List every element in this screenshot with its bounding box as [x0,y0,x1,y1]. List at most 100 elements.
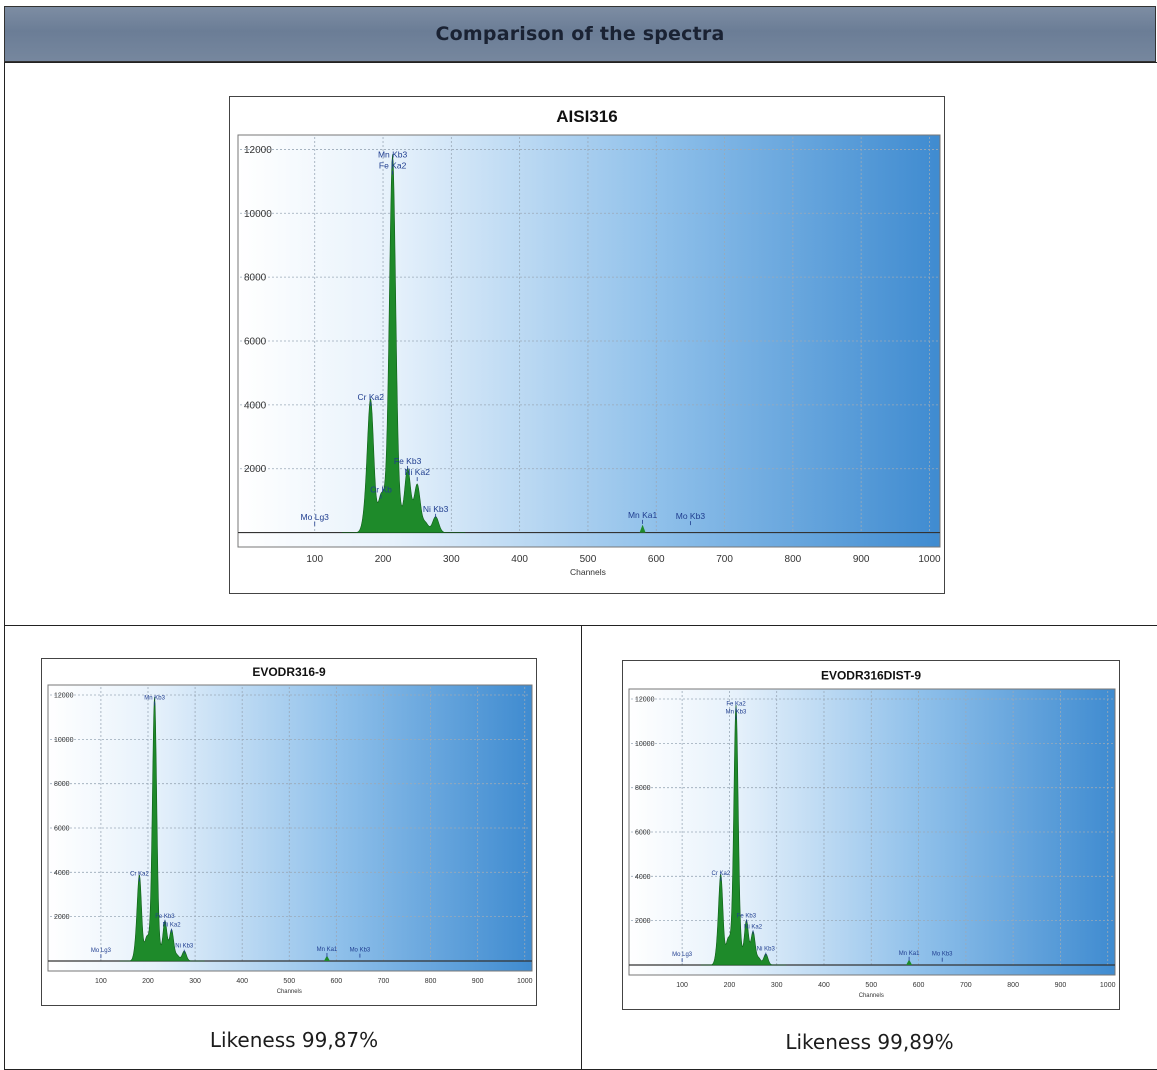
x-tick-label: 200 [375,554,392,565]
x-tick-label: 900 [1055,982,1067,989]
y-tick-label: 12000 [54,692,74,699]
peak-label: Cr Ka2 [358,392,385,402]
peak-label: Mo Lg3 [91,948,112,954]
x-tick-label: 600 [648,554,665,565]
peak-label: Mo Kb3 [932,952,953,958]
x-tick-label: 800 [425,978,437,985]
x-tick-label: 1000 [1100,982,1116,989]
spectrum-peak-minor [906,959,913,965]
peak-label: Mn Ka1 [317,947,338,953]
y-tick-label: 2000 [635,918,651,925]
peak-label: Fe Kb3 [737,913,757,919]
header-bar: Comparison of the spectra [4,6,1156,62]
peak-label: Ni Kb3 [175,944,194,950]
spectrum-chart-main: AISI316 2000 4000 6000 8000 10000 12000 100 200 3… [237,107,941,577]
y-tick-label: 2000 [244,464,267,475]
peak-label: Mo Lg3 [672,952,693,958]
x-tick-label: 700 [716,554,733,565]
chart-title: AISI316 [556,107,617,126]
x-tick-label: 500 [865,982,877,989]
peak-label: Mo Lg3 [301,512,330,522]
y-tick-label: 6000 [244,337,267,348]
left-spectrum-cell: EVODR316-9 2000 4000 6000 8000 10000 12000 100 2… [4,625,584,1070]
peak-label: Ni Ka2 [404,467,430,477]
spectrum-peaks [119,696,205,962]
y-tick-label: 2000 [54,914,70,921]
peak-label: Ni Kb3 [423,504,449,514]
peak-label: Mn Ka1 [899,951,920,957]
peak-label: Ni Ka2 [744,924,763,930]
y-tick-label: 10000 [635,741,655,748]
y-tick-label: 12000 [244,145,272,156]
peak-label: Fe Ka2 [379,161,407,171]
peak-label: Mn Kb3 [726,709,747,715]
x-tick-label: 400 [236,978,248,985]
spectrum-panel-aisi316: AISI316 2000 4000 6000 8000 10000 12000 100 200 3… [229,96,945,594]
x-tick-label: 200 [724,982,736,989]
x-tick-label: 800 [1007,982,1019,989]
x-axis-label: Channels [570,567,606,577]
x-tick-label: 500 [283,978,295,985]
y-tick-label: 8000 [244,273,267,284]
y-tick-label: 10000 [244,209,272,220]
x-tick-label: 200 [142,978,154,985]
y-tick-label: 8000 [54,781,70,788]
x-tick-label: 400 [511,554,528,565]
y-tick-label: 4000 [244,400,267,411]
y-tick-label: 6000 [54,825,70,832]
x-tick-label: 700 [378,978,390,985]
x-axis-label: Channels [859,993,884,999]
peak-label: Ni Ka2 [163,923,182,929]
likeness-right: Likeness 99,89% [785,1030,954,1054]
main-spectrum-cell: AISI316 2000 4000 6000 8000 10000 12000 100 200 3… [4,62,1157,628]
peak-label: Fe Kb3 [394,456,422,466]
x-tick-label: 900 [853,554,870,565]
y-tick-label: 8000 [635,785,651,792]
y-tick-label: 6000 [635,829,651,836]
spectrum-peaks [701,704,787,966]
x-tick-label: 800 [785,554,802,565]
x-tick-label: 600 [913,982,925,989]
peak-label: Ni Kb3 [757,947,776,953]
x-tick-label: 100 [306,554,323,565]
x-tick-label: 400 [818,982,830,989]
spectrum-chart-left: EVODR316-9 2000 4000 6000 8000 10000 12000 100 2… [47,665,533,995]
peak-label: Mn Kb3 [378,149,408,159]
spectrum-peaks [342,154,465,533]
x-tick-label: 600 [331,978,343,985]
y-tick-label: 12000 [635,696,655,703]
x-tick-label: 1000 [517,978,533,985]
peak-label: Cr Kb [370,485,392,495]
y-tick-label: 10000 [54,737,74,744]
page-title: Comparison of the spectra [435,23,725,45]
x-tick-label: 100 [676,982,688,989]
x-tick-label: 300 [771,982,783,989]
peak-label: Mn Kb3 [144,695,165,701]
spectrum-peak-minor [639,524,646,533]
y-tick-label: 4000 [54,870,70,877]
peak-label: Cr Ka2 [712,871,731,877]
x-tick-label: 100 [95,978,107,985]
likeness-left: Likeness 99,87% [209,1028,379,1052]
x-axis-label: Channels [277,989,302,995]
x-tick-label: 900 [472,978,484,985]
peak-label: Mn Ka1 [628,510,658,520]
right-spectrum-cell: EVODR316DIST-9 2000 4000 6000 8000 10000 12000… [581,625,1157,1070]
x-tick-label: 300 [443,554,460,565]
x-tick-label: 1000 [918,554,941,565]
peak-label: Mo Kb3 [350,948,371,954]
spectrum-chart-right: EVODR316DIST-9 2000 4000 6000 8000 10000 12000… [628,668,1116,999]
spectrum-peak-minor [323,955,330,961]
peak-label: Fe Kb3 [155,914,175,920]
x-tick-label: 700 [960,982,972,989]
chart-title: EVODR316DIST-9 [821,668,921,682]
spectrum-panel-evodr316dist-9: EVODR316DIST-9 2000 4000 6000 8000 10000 12000… [622,660,1120,1010]
peak-label: Cr Ka2 [130,872,149,878]
x-tick-label: 300 [189,978,201,985]
peak-label: Fe Ka2 [726,702,746,708]
chart-title: EVODR316-9 [252,665,326,679]
peak-label: Mo Kb3 [676,511,706,521]
x-tick-label: 500 [580,554,597,565]
spectrum-panel-evodr316-9: EVODR316-9 2000 4000 6000 8000 10000 12000 100 2… [41,658,537,1006]
y-tick-label: 4000 [635,874,651,881]
